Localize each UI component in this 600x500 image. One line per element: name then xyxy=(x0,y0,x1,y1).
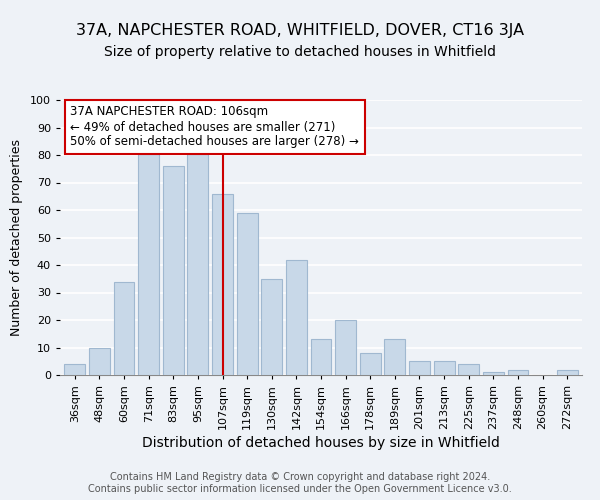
Bar xyxy=(360,353,381,375)
Text: Contains HM Land Registry data © Crown copyright and database right 2024.: Contains HM Land Registry data © Crown c… xyxy=(110,472,490,482)
Bar xyxy=(311,339,331,375)
X-axis label: Distribution of detached houses by size in Whitfield: Distribution of detached houses by size … xyxy=(142,436,500,450)
Bar xyxy=(335,320,356,375)
Bar xyxy=(409,361,430,375)
Y-axis label: Number of detached properties: Number of detached properties xyxy=(10,139,23,336)
Bar xyxy=(286,260,307,375)
Bar xyxy=(261,279,282,375)
Bar xyxy=(187,147,208,375)
Bar xyxy=(385,339,406,375)
Bar xyxy=(64,364,85,375)
Bar xyxy=(113,282,134,375)
Text: Size of property relative to detached houses in Whitfield: Size of property relative to detached ho… xyxy=(104,45,496,59)
Text: Contains public sector information licensed under the Open Government Licence v3: Contains public sector information licen… xyxy=(88,484,512,494)
Bar xyxy=(458,364,479,375)
Bar xyxy=(89,348,110,375)
Bar xyxy=(483,372,504,375)
Text: 37A, NAPCHESTER ROAD, WHITFIELD, DOVER, CT16 3JA: 37A, NAPCHESTER ROAD, WHITFIELD, DOVER, … xyxy=(76,22,524,38)
Bar xyxy=(434,361,455,375)
Bar xyxy=(557,370,578,375)
Bar xyxy=(212,194,233,375)
Text: 37A NAPCHESTER ROAD: 106sqm
← 49% of detached houses are smaller (271)
50% of se: 37A NAPCHESTER ROAD: 106sqm ← 49% of det… xyxy=(70,106,359,148)
Bar xyxy=(138,147,159,375)
Bar xyxy=(508,370,529,375)
Bar xyxy=(163,166,184,375)
Bar xyxy=(236,213,257,375)
